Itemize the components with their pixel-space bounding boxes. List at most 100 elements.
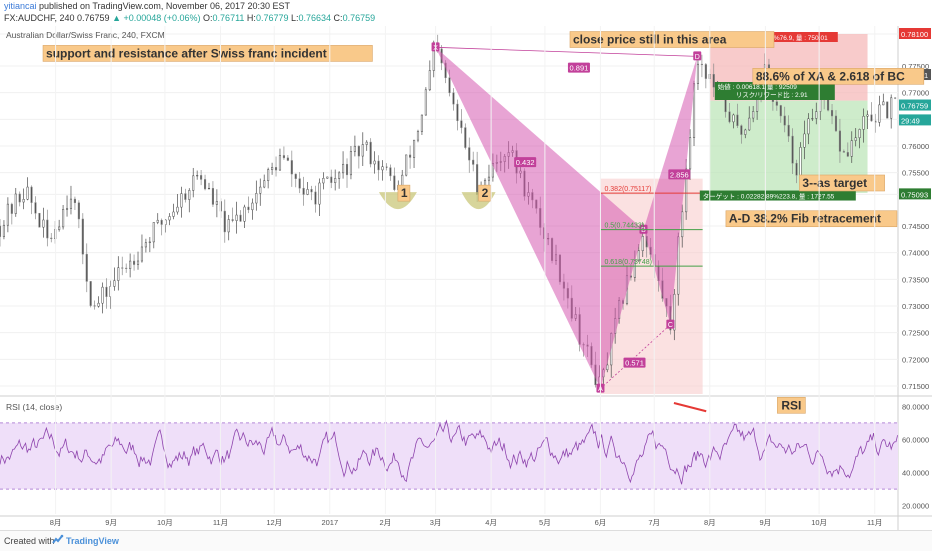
risk-reward-label: リスク/リワード比 : 2.91	[736, 90, 808, 99]
time-tick-label: 4月	[485, 518, 497, 527]
candle-body	[866, 114, 869, 117]
pattern-point-label: B	[641, 227, 646, 234]
candle-body	[353, 145, 356, 152]
annotation-box	[799, 174, 885, 192]
candle-body	[144, 242, 147, 248]
time-tick-label: 11月	[213, 518, 228, 527]
candle-body	[318, 182, 321, 205]
candle-body	[409, 154, 412, 158]
candle-body	[46, 219, 49, 239]
low-value: 0.76634	[298, 13, 332, 23]
candle-body	[330, 176, 333, 183]
candle-body	[775, 101, 778, 106]
pattern-ratio-box	[514, 157, 537, 168]
axis-price-tag-text: 0.76759	[901, 102, 928, 111]
candle-body	[728, 111, 731, 123]
price-tick-label: 0.75500	[902, 169, 929, 178]
candle-body	[338, 172, 341, 179]
candle-body	[811, 118, 814, 120]
candle-body	[188, 190, 191, 200]
rsi-divergence-line	[673, 402, 707, 413]
candle-body	[393, 175, 396, 190]
axis-price-tag	[899, 114, 931, 126]
candle-body	[342, 163, 345, 174]
candle-body	[641, 236, 644, 252]
annotation-box	[752, 68, 925, 85]
candle-body	[298, 178, 301, 189]
candle-body	[389, 167, 392, 177]
candle-body	[18, 193, 21, 203]
candle-body	[30, 186, 33, 203]
candle-body	[886, 101, 889, 119]
candle-body	[140, 246, 144, 262]
price-change: ▲ +0.00048 (+0.06%)	[112, 13, 201, 23]
candle-body	[401, 174, 404, 186]
candle-body	[416, 131, 420, 141]
candle-body	[468, 147, 471, 161]
candle-body	[858, 129, 861, 138]
candle-body	[787, 124, 790, 137]
candle-body	[834, 115, 838, 132]
time-tick-label: 7月	[648, 518, 660, 527]
candle-body	[748, 117, 751, 131]
entry-label: 始値 : 0.00618.1 量 : 92509	[718, 82, 798, 91]
time-tick-label: 3月	[430, 518, 442, 527]
candle-body	[815, 111, 818, 119]
candle-body	[452, 92, 455, 105]
candle-body	[838, 130, 841, 152]
pattern-ratio-label: 0.891	[570, 64, 589, 73]
candle-body	[200, 175, 203, 180]
candle-body	[704, 64, 707, 79]
candle-body	[302, 187, 305, 195]
annotation-text: 1	[401, 186, 408, 200]
rsi-tick-label: 60.0000	[902, 435, 929, 444]
candle-body	[712, 74, 715, 88]
candle-body	[255, 193, 258, 204]
footer: Created with TradingView	[0, 530, 932, 551]
candle-body	[428, 70, 431, 91]
candle-body	[278, 155, 282, 171]
candle-body	[239, 214, 242, 222]
annotation-box	[397, 184, 411, 202]
annotation-text: support and resistance after Swiss franc…	[46, 46, 327, 60]
candle-body	[381, 166, 384, 171]
candle-body	[101, 286, 104, 304]
tradingview-brand[interactable]: TradingView	[66, 536, 119, 546]
candle-body	[105, 286, 108, 297]
close-label: C:	[331, 13, 343, 23]
chart-canvas[interactable]: 0.781000.775000.770000.765000.760000.755…	[0, 26, 932, 530]
candle-body	[22, 199, 25, 203]
price-tick-label: 0.77000	[902, 89, 929, 98]
published-text: published on TradingView.com, November 0…	[36, 1, 291, 11]
time-tick-label: 8月	[704, 518, 716, 527]
high-label: H:	[244, 13, 256, 23]
price-tick-label: 0.74000	[902, 249, 929, 258]
candle-body	[259, 186, 262, 194]
candle-body	[65, 208, 69, 210]
candle-body	[306, 189, 309, 195]
time-tick-label: 5月	[539, 518, 551, 527]
candle-body	[783, 115, 786, 126]
candle-body	[129, 260, 132, 269]
candle-body	[448, 77, 451, 94]
time-tick-label: 10月	[811, 518, 827, 527]
pattern-ratio-box	[623, 357, 646, 368]
candle-body	[26, 186, 29, 200]
candle-body	[322, 178, 325, 184]
candle-body	[420, 114, 423, 132]
candle-body	[125, 267, 128, 269]
candle-body	[696, 63, 700, 84]
annotation-box	[725, 210, 898, 228]
axis-price-tag-text: 0.78100	[901, 30, 928, 39]
pattern-ratio-label: 0.571	[625, 359, 644, 368]
rsi-tick-label: 40.0000	[902, 469, 929, 478]
axis-price-tag-text: 29:49	[901, 116, 920, 125]
target-label-box	[699, 190, 856, 201]
candle-body	[121, 267, 124, 269]
time-tick-label: 8月	[50, 518, 62, 527]
symbol-line: FX:AUDCHF, 240 0.76759 ▲ +0.00048 (+0.06…	[4, 13, 375, 23]
author-link[interactable]: yitiancai	[4, 1, 37, 11]
candle-body	[156, 219, 159, 223]
chart-title: Australian Dollar/Swiss Franc, 240, FXCM	[6, 30, 165, 40]
fib-level-label: 0.5(0.74433)	[604, 223, 644, 230]
